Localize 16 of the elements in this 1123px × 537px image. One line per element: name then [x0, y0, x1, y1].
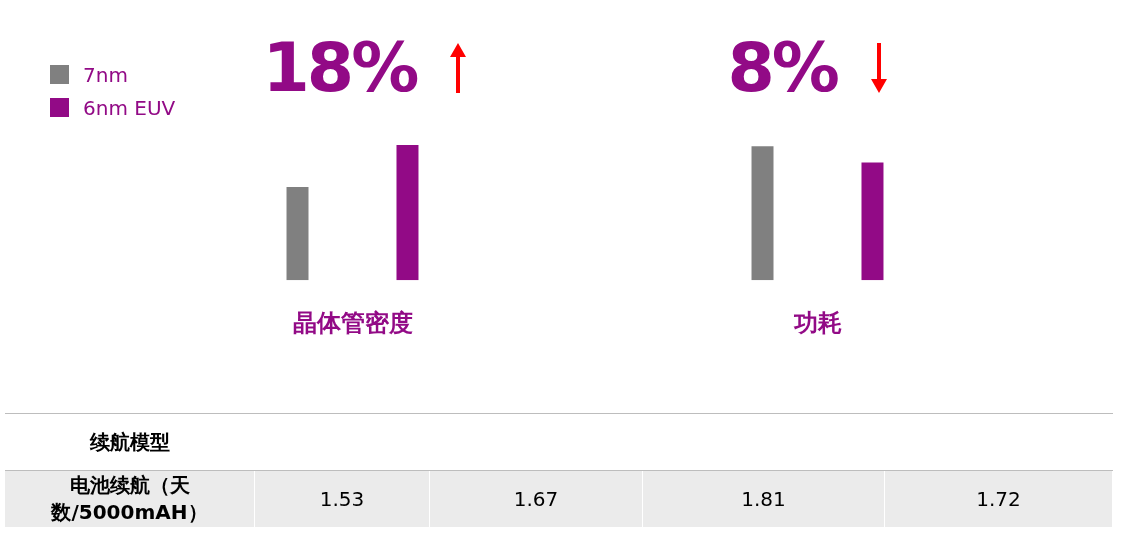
data-label: 1.53 — [255, 471, 430, 527]
bar — [396, 145, 419, 281]
x-tick-label: 晶体管密度 — [292, 308, 413, 337]
bar — [751, 146, 774, 281]
legend-label: 6nm EUV — [83, 95, 176, 120]
data-label: 1.67 — [430, 471, 643, 527]
data-label: 1.72 — [885, 471, 1113, 527]
bar — [861, 162, 884, 281]
x-tick-label: 功耗 — [792, 308, 842, 337]
text: 8% — [727, 28, 837, 107]
text: 18% — [262, 28, 417, 107]
data-label: 1.81 — [643, 471, 885, 527]
text: 电池续航（天数/5000mAH） — [5, 471, 255, 527]
legend-label: 7nm — [83, 62, 128, 87]
text: 续航模型 — [88, 428, 171, 456]
bar — [286, 186, 309, 281]
